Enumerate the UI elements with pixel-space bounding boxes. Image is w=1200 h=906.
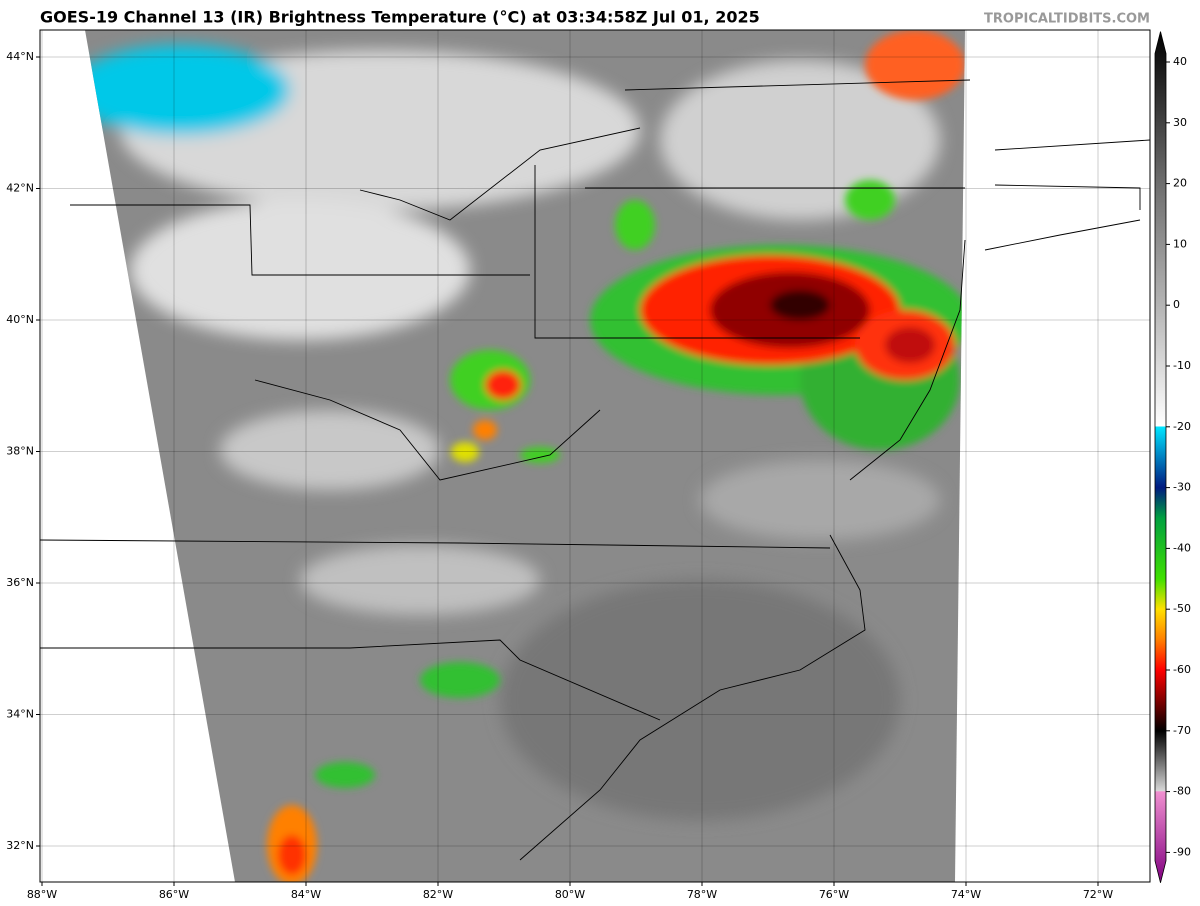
lon-tick-label: 84°W xyxy=(291,888,321,901)
lat-tick-label: 32°N xyxy=(6,839,34,852)
lon-tick-label: 78°W xyxy=(687,888,717,901)
colorbar-tick-label: -50 xyxy=(1173,602,1191,615)
colorbar-tick-label: 30 xyxy=(1173,116,1187,129)
colorbar-tick-label: 20 xyxy=(1173,177,1187,190)
colorbar-tick-label: -30 xyxy=(1173,481,1191,494)
borders xyxy=(40,79,1150,861)
lat-tick-label: 36°N xyxy=(6,576,34,589)
lon-tick-label: 80°W xyxy=(555,888,585,901)
watermark: TROPICALTIDBITS.COM xyxy=(984,12,1150,27)
colorbar-tick-label: 10 xyxy=(1173,237,1187,250)
lat-tick-label: 34°N xyxy=(6,708,34,721)
colorbar-tick-label: -80 xyxy=(1173,785,1191,798)
map-area xyxy=(40,30,1150,882)
colorbar-tick-label: -40 xyxy=(1173,541,1191,554)
lon-tick-label: 82°W xyxy=(423,888,453,901)
title: GOES-19 Channel 13 (IR) Brightness Tempe… xyxy=(40,8,760,27)
lat-tick-label: 42°N xyxy=(6,182,34,195)
lat-tick-label: 38°N xyxy=(6,445,34,458)
map-frame xyxy=(39,29,1151,883)
colorbar-tick-label: -10 xyxy=(1173,359,1191,372)
colorbar-tick-label: -20 xyxy=(1173,420,1191,433)
lat-tick-label: 44°N xyxy=(6,50,34,63)
lon-tick-label: 76°W xyxy=(819,888,849,901)
colorbar-tick-label: 0 xyxy=(1173,298,1180,311)
colorbar-scale xyxy=(1154,31,1167,883)
colorbar-tick-label: -60 xyxy=(1173,663,1191,676)
cloud-field xyxy=(85,30,965,882)
lat-tick-label: 40°N xyxy=(6,313,34,326)
lon-tick-label: 72°W xyxy=(1083,888,1113,901)
colorbar-tick-label: 40 xyxy=(1173,55,1187,68)
lon-tick-label: 88°W xyxy=(27,888,57,901)
colorbar-tick-label: -70 xyxy=(1173,724,1191,737)
convection xyxy=(267,30,965,882)
lon-tick-label: 86°W xyxy=(159,888,189,901)
colorbar: 40 30 20 10 0 -10 -20 -30 -40 -50 -60 -70 -80 -90 xyxy=(1154,31,1191,883)
lon-tick-label: 74°W xyxy=(951,888,981,901)
colorbar-tick-label: -90 xyxy=(1173,845,1191,858)
